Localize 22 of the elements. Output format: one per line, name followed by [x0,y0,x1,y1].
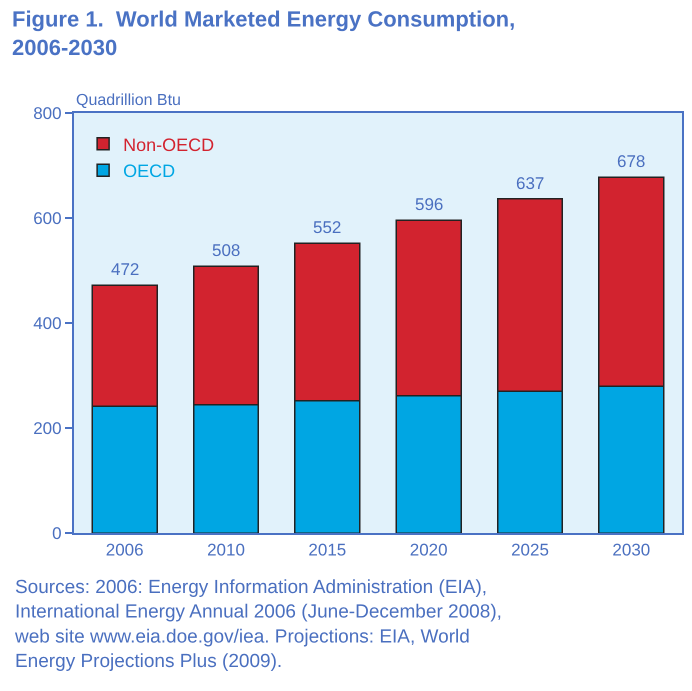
x-tick-label: 2015 [308,540,346,560]
total-label: 508 [212,241,240,260]
y-tick-label: 800 [33,104,62,123]
y-tick-label: 200 [33,418,62,438]
y-tick-label: 0 [52,524,62,543]
y-axis-title: Quadrillion Btu [76,92,181,109]
x-tick-label: 2010 [207,540,245,560]
total-label: 678 [617,152,646,171]
total-label: 472 [111,260,140,279]
chart-title: Figure 1. World Marketed Energy Consumption, 2006-2030 [12,6,516,60]
total-label: 637 [516,174,544,193]
legend-label: OECD [123,161,176,182]
y-tick-label: 600 [33,208,62,228]
x-tick-label: 2025 [511,540,549,560]
total-label: 552 [313,218,342,237]
total-label: 596 [415,195,444,214]
legend-label: Non-OECD [123,134,214,155]
x-tick-label: 2006 [106,540,144,560]
y-tick-label: 400 [33,314,62,333]
x-tick-label: 2020 [410,540,448,560]
x-tick-label: 2030 [612,540,650,560]
source-note: Sources: 2006: Energy Information Administration (EIA), International Energy Annual 2006 (June-December 2008), web site www.eia.doe.gov/iea. Projections: EIA, World Energy Projections Plus (2009). [14,577,502,672]
